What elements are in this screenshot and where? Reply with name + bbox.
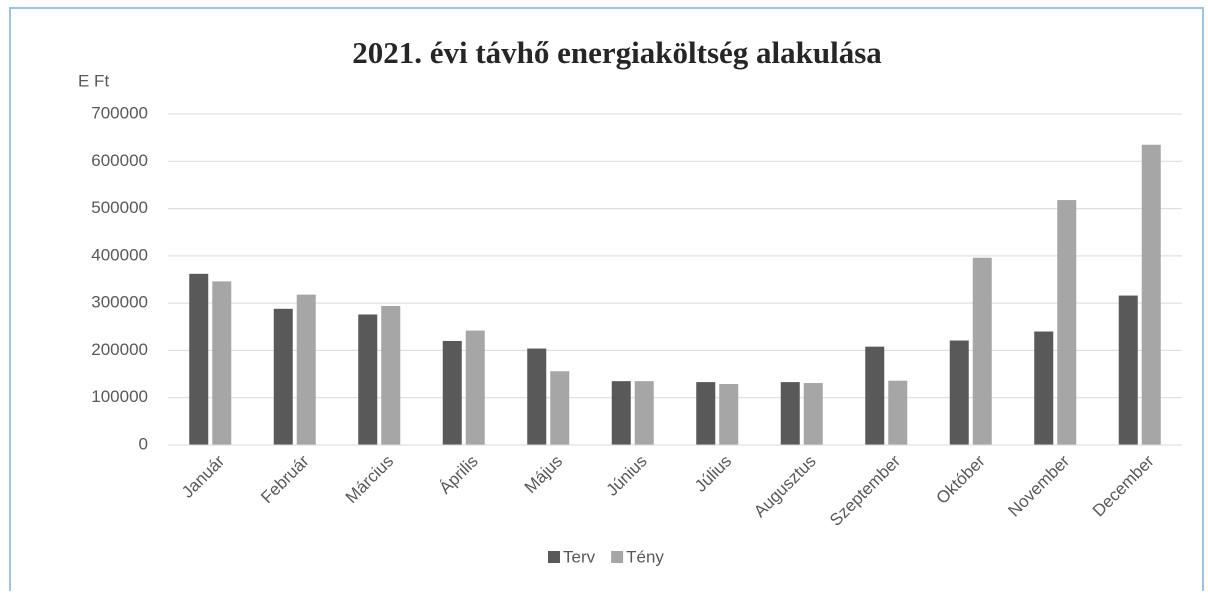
bar <box>634 381 654 445</box>
bar <box>611 381 631 445</box>
x-tick-label: November <box>1004 451 1073 520</box>
y-tick-label: 700000 <box>91 103 148 122</box>
y-tick-label: 500000 <box>91 198 148 217</box>
bar <box>550 371 570 445</box>
x-tick-label: Április <box>436 452 482 498</box>
y-tick-label: 600000 <box>91 151 148 170</box>
legend-label: Tény <box>626 547 664 566</box>
x-tick-label: Június <box>603 452 651 500</box>
legend-swatch <box>611 551 624 563</box>
bar <box>358 314 378 445</box>
legend-label: Terv <box>563 547 596 566</box>
bar <box>719 384 739 445</box>
legend-swatch <box>548 551 560 563</box>
bar <box>189 273 209 445</box>
bar <box>780 382 800 445</box>
bar <box>527 348 547 445</box>
y-tick-label: 200000 <box>91 340 148 359</box>
x-tick-label: December <box>1089 451 1158 520</box>
bar <box>865 346 885 445</box>
x-tick-label: Július <box>691 452 735 496</box>
y-tick-label: 0 <box>139 434 148 453</box>
bar <box>212 281 232 445</box>
y-tick-label: 400000 <box>91 245 148 264</box>
bar <box>972 257 992 445</box>
bar <box>465 330 485 445</box>
bar <box>273 308 293 445</box>
x-tick-label: Február <box>257 451 313 507</box>
chart-title: 2021. évi távhő energiaköltség alakulása <box>352 35 882 70</box>
bar <box>296 294 316 445</box>
bar <box>1118 295 1138 445</box>
bar <box>803 383 823 445</box>
bar <box>888 380 908 445</box>
bar <box>1057 200 1077 445</box>
bar <box>442 340 462 445</box>
bar <box>696 382 716 445</box>
x-tick-label: Október <box>933 451 989 507</box>
y-axis-label: E Ft <box>78 71 109 90</box>
bar <box>381 305 401 445</box>
bar <box>1141 144 1161 445</box>
frame <box>9 7 1204 591</box>
bar <box>949 340 969 445</box>
bar <box>1034 331 1054 445</box>
x-tick-label: Szeptember <box>826 451 904 529</box>
x-tick-label: Március <box>342 452 398 508</box>
x-tick-label: Május <box>521 452 567 498</box>
y-tick-label: 100000 <box>91 387 148 406</box>
x-tick-label: Augusztus <box>750 452 820 522</box>
x-tick-label: Január <box>178 451 228 501</box>
y-tick-label: 300000 <box>91 293 148 312</box>
